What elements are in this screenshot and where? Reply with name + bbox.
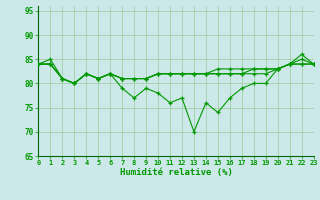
X-axis label: Humidité relative (%): Humidité relative (%) <box>120 168 232 177</box>
